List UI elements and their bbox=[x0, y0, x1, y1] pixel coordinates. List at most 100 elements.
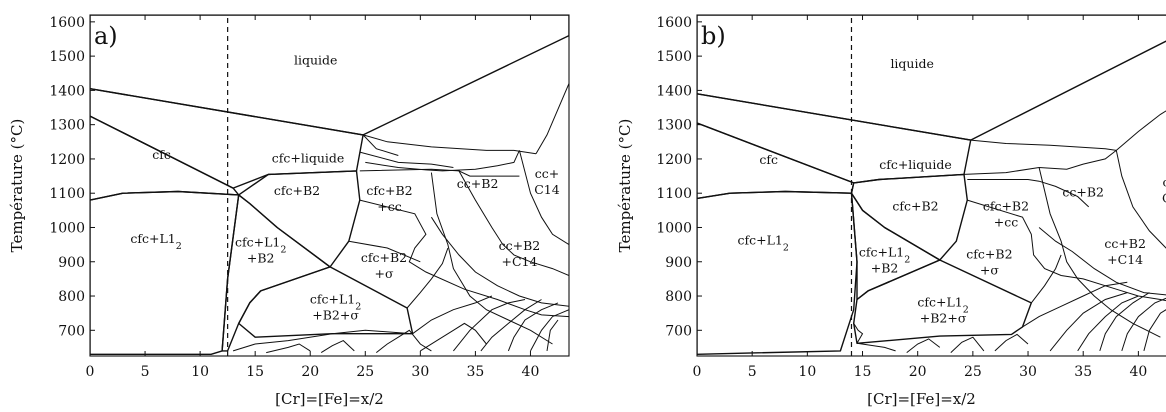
x-tick-label: 15 bbox=[246, 364, 264, 380]
phase-boundary-line bbox=[320, 340, 355, 354]
phase-boundary-line bbox=[1038, 167, 1161, 338]
phase-boundary-line bbox=[362, 134, 537, 155]
phase-boundary-line bbox=[518, 150, 569, 246]
x-tick-label: 25 bbox=[356, 364, 374, 380]
phase-boundary-line bbox=[963, 150, 1117, 175]
plot-area: liquide cfc+liquide cfc cfc+L12 cfc+B2 cfc+L1… bbox=[697, 15, 1166, 356]
region-label: cfc bbox=[152, 147, 171, 162]
phase-boundary-line bbox=[420, 322, 487, 352]
y-tick-label: 1400 bbox=[49, 83, 85, 99]
region-label: cfc+L12 +B2+σ bbox=[310, 292, 361, 323]
plot-frame bbox=[89, 14, 570, 357]
phase-boundary-line bbox=[1049, 292, 1128, 352]
y-tick-label: 1100 bbox=[656, 186, 692, 202]
phase-boundary-line bbox=[906, 338, 941, 353]
panel-tag: b) bbox=[701, 22, 726, 50]
phase-boundary-line bbox=[362, 134, 399, 156]
phase-boundary-line bbox=[430, 172, 553, 345]
x-tick-label: 5 bbox=[141, 364, 150, 380]
phase-boundary-line bbox=[359, 199, 569, 318]
panel-a-phase-diagram: liquide cfc+liquide cfc cfc+L12 cfc+B2 cfc+L1… bbox=[8, 14, 570, 408]
phase-boundary-line bbox=[967, 179, 1090, 208]
y-tick-label: 1300 bbox=[656, 118, 692, 134]
region-label: cfc+L12 bbox=[738, 233, 789, 254]
region-label: liquide bbox=[890, 56, 933, 71]
plot-area: liquide cfc+liquide cfc cfc+L12 cfc+B2 cfc+L1… bbox=[90, 15, 569, 356]
panel-b-phase-diagram: liquide cfc+liquide cfc cfc+L12 cfc+B2 cfc+L1… bbox=[616, 14, 1166, 408]
y-tick-label: 1100 bbox=[49, 186, 85, 202]
region-label: cfc+B2 +cc bbox=[366, 183, 412, 214]
y-tick-label: 800 bbox=[58, 289, 85, 305]
phase-boundary-line bbox=[1030, 254, 1062, 304]
region-label: cc+C14 bbox=[1162, 174, 1166, 205]
x-tick-label: 40 bbox=[1129, 364, 1147, 380]
phase-boundary-line bbox=[950, 336, 985, 353]
region-cfc-liquide bbox=[90, 87, 364, 189]
panel-tag: a) bbox=[94, 22, 118, 50]
region-liquide bbox=[697, 15, 1166, 141]
y-tick-label: 1500 bbox=[656, 49, 692, 65]
region-label: cfc+L12 +B2 bbox=[859, 245, 910, 276]
phase-boundary-line bbox=[412, 295, 493, 335]
region-label: cfc+B2 bbox=[892, 198, 938, 213]
y-tick-label: 1000 bbox=[49, 220, 85, 236]
x-tick-label: 10 bbox=[191, 364, 209, 380]
region-label: cfc+B2 +σ bbox=[966, 246, 1012, 277]
phase-boundary-line bbox=[994, 333, 1029, 352]
x-tick-label: 10 bbox=[798, 364, 816, 380]
x-tick-label: 35 bbox=[1074, 364, 1092, 380]
x-tick-label: 30 bbox=[1019, 364, 1037, 380]
x-tick-label: 0 bbox=[693, 364, 702, 380]
region-label: cc+B2 +C14 bbox=[1104, 236, 1146, 267]
phase-boundary-line bbox=[1099, 292, 1150, 352]
phase-boundary-line bbox=[348, 240, 421, 263]
region-cfc-l12 bbox=[697, 190, 858, 355]
region-label: cc+B2 +C14 bbox=[499, 238, 541, 269]
region-label: cfc+B2 bbox=[274, 183, 320, 198]
x-tick-label: 25 bbox=[964, 364, 982, 380]
phase-boundary-line bbox=[266, 343, 311, 354]
phase-boundary-line bbox=[1115, 150, 1166, 249]
y-axis-title: Température (°C) bbox=[8, 119, 26, 253]
phase-boundary-line bbox=[406, 247, 449, 309]
y-tick-label: 1200 bbox=[656, 152, 692, 168]
phase-boundary-line bbox=[1077, 295, 1139, 352]
y-tick-label: 1600 bbox=[656, 15, 692, 31]
region-label: cfc+L12 bbox=[130, 231, 181, 252]
region-label: cfc+B2 +cc bbox=[983, 198, 1029, 229]
region-cfc-l12 bbox=[90, 190, 240, 355]
phase-boundary-line bbox=[970, 139, 1117, 151]
x-tick-label: 20 bbox=[301, 364, 319, 380]
region-label: cfc+L12 +B2+σ bbox=[917, 294, 968, 325]
phase-boundary-line bbox=[480, 299, 542, 352]
phase-boundary-line bbox=[1143, 309, 1166, 352]
x-tick-label: 35 bbox=[466, 364, 484, 380]
phase-boundary-line bbox=[530, 309, 569, 352]
region-liquide bbox=[90, 15, 569, 136]
x-axis-title: [Cr]=[Fe]=x/2 bbox=[275, 390, 384, 408]
region-label: cfc+liquide bbox=[272, 150, 345, 165]
x-tick-label: 5 bbox=[748, 364, 757, 380]
phase-boundary-line bbox=[967, 199, 1166, 302]
y-tick-label: 1300 bbox=[49, 118, 85, 134]
phase-boundary-line bbox=[375, 329, 432, 353]
y-tick-label: 700 bbox=[58, 323, 85, 339]
phase-boundary-line bbox=[1022, 281, 1128, 328]
y-tick-label: 800 bbox=[665, 289, 692, 305]
phase-boundary-line bbox=[507, 302, 559, 352]
phase-boundary-line bbox=[458, 170, 569, 276]
y-tick-label: 1500 bbox=[49, 49, 85, 65]
phase-boundary-line bbox=[535, 83, 569, 155]
region-label: cfc+L12 +B2 bbox=[235, 234, 286, 265]
region-label: liquide bbox=[294, 53, 337, 68]
y-axis-title: Température (°C) bbox=[616, 119, 634, 253]
y-tick-label: 700 bbox=[665, 323, 692, 339]
y-tick-label: 1400 bbox=[656, 83, 692, 99]
x-tick-label: 30 bbox=[411, 364, 429, 380]
x-tick-label: 15 bbox=[854, 364, 872, 380]
phase-boundary-line bbox=[1121, 297, 1166, 352]
x-tick-label: 40 bbox=[522, 364, 540, 380]
phase-boundary-line bbox=[853, 323, 864, 344]
phase-boundary-line bbox=[546, 319, 559, 351]
y-tick-label: 900 bbox=[58, 255, 85, 271]
